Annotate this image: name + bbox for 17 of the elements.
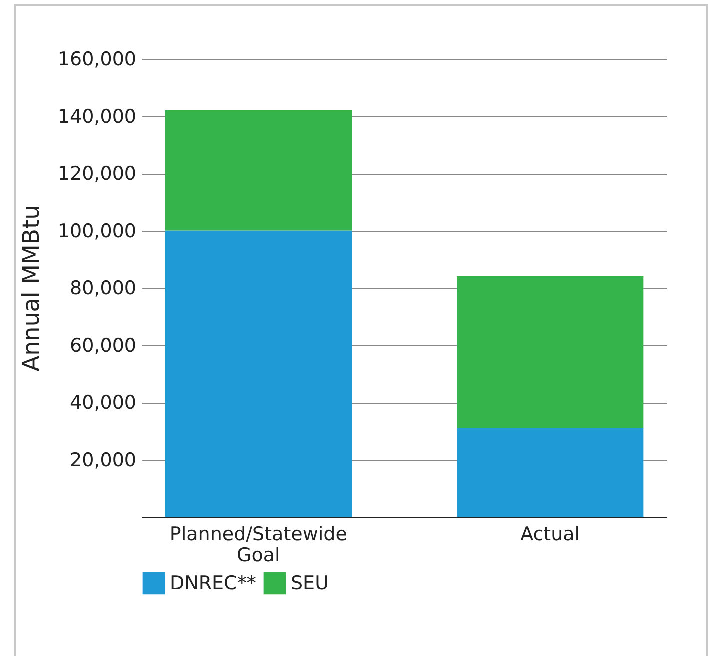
y-tick-label: 100,000	[58, 220, 136, 242]
legend-label: SEU	[291, 572, 329, 594]
y-tick-label: 120,000	[58, 163, 136, 185]
bar	[457, 428, 644, 517]
x-tick-label: Actual	[520, 524, 580, 546]
y-tick-label: 60,000	[70, 334, 136, 357]
bar	[165, 110, 352, 231]
x-tick-label: Planned/Statewide Goal	[170, 524, 348, 566]
bar	[165, 230, 352, 517]
y-tick-label: 20,000	[70, 449, 136, 472]
bar	[457, 276, 644, 428]
y-tick-label: 40,000	[70, 392, 136, 414]
y-tick-label: 140,000	[58, 106, 136, 128]
y-axis-title: Annual MMBtu	[18, 205, 45, 372]
legend-label: DNREC**	[170, 572, 256, 594]
y-tick-label: 80,000	[70, 278, 136, 300]
y-tick-label: 160,000	[58, 48, 136, 70]
